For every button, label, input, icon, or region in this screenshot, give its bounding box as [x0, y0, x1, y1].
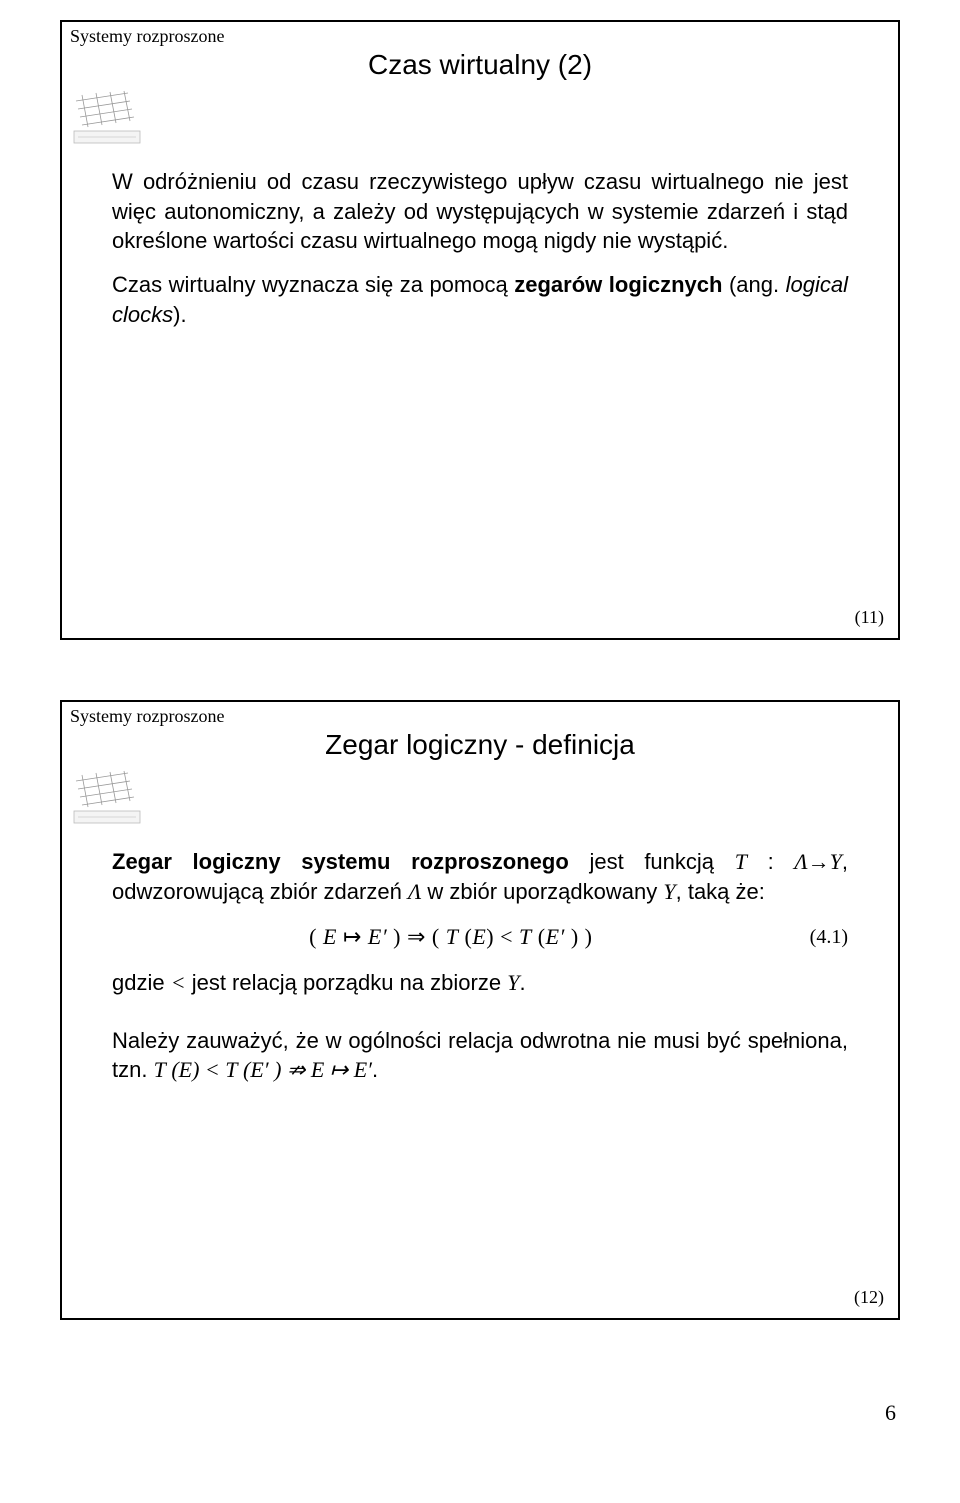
- math-symbol: <: [171, 970, 186, 995]
- text: w zbiór uporządkowany: [421, 879, 663, 904]
- equation-number: (4.1): [790, 924, 848, 951]
- math-symbol: T: [735, 849, 747, 874]
- note-paragraph: Należy zauważyć, że w ogólności relacja …: [112, 1026, 848, 1085]
- slide-number: (12): [854, 1287, 884, 1308]
- paragraph-2: Czas wirtualny wyznacza się za pomocą ze…: [112, 270, 848, 329]
- math-symbol: T: [154, 1057, 166, 1082]
- text: jest relacją porządku na zbiorze: [186, 970, 508, 995]
- text: (ang.: [722, 272, 785, 297]
- term-bold: Zegar logiczny systemu rozproszonego: [112, 849, 569, 874]
- math-symbol: T: [519, 924, 532, 949]
- page-number: 6: [60, 1400, 900, 1426]
- slide-2: Systemy rozproszone Zegar logiczny - def…: [60, 700, 900, 1320]
- slide-icon: [72, 767, 144, 827]
- formula-row: ( E ↦ E′ ) ⇒ ( T (E) < T (E′ ) ) (4.1): [112, 922, 848, 952]
- slide-number: (11): [855, 607, 884, 628]
- math-symbol: →: [808, 849, 830, 874]
- math-symbol: Λ: [794, 849, 807, 874]
- text: ).: [173, 302, 186, 327]
- slide-body: W odróżnieniu od czasu rzeczywistego upł…: [62, 157, 898, 393]
- slide-icon: [72, 87, 144, 147]
- text: :: [747, 849, 794, 874]
- math-symbol: Λ: [408, 879, 421, 904]
- slide-body: Zegar logiczny systemu rozproszonego jes…: [62, 837, 898, 1149]
- definition-paragraph: Zegar logiczny systemu rozproszonego jes…: [112, 847, 848, 906]
- math-symbol: T: [446, 924, 459, 949]
- slide-title: Zegar logiczny - definicja: [62, 729, 898, 761]
- term-bold: zegarów logicznych: [514, 272, 722, 297]
- math-symbol: Y: [663, 879, 675, 904]
- math-symbol: Y: [507, 970, 519, 995]
- math-symbol: Y: [830, 849, 842, 874]
- page: Systemy rozproszone Czas wirtualny (2): [0, 0, 960, 1466]
- text: gdzie: [112, 970, 171, 995]
- slide-header: Systemy rozproszone: [62, 22, 898, 47]
- slide-title: Czas wirtualny (2): [62, 49, 898, 81]
- slide-header: Systemy rozproszone: [62, 702, 898, 727]
- slide-1: Systemy rozproszone Czas wirtualny (2): [60, 20, 900, 640]
- text: jest funkcją: [569, 849, 735, 874]
- math-symbol: T: [225, 1057, 237, 1082]
- paragraph-1: W odróżnieniu od czasu rzeczywistego upł…: [112, 167, 848, 256]
- where-paragraph: gdzie < jest relacją porządku na zbiorze…: [112, 968, 848, 998]
- text: Czas wirtualny wyznacza się za pomocą: [112, 272, 514, 297]
- formula: ( E ↦ E′ ) ⇒ ( T (E) < T (E′ ) ): [112, 922, 790, 952]
- text: , taką że:: [676, 879, 765, 904]
- text: .: [519, 970, 525, 995]
- text: .: [372, 1057, 378, 1082]
